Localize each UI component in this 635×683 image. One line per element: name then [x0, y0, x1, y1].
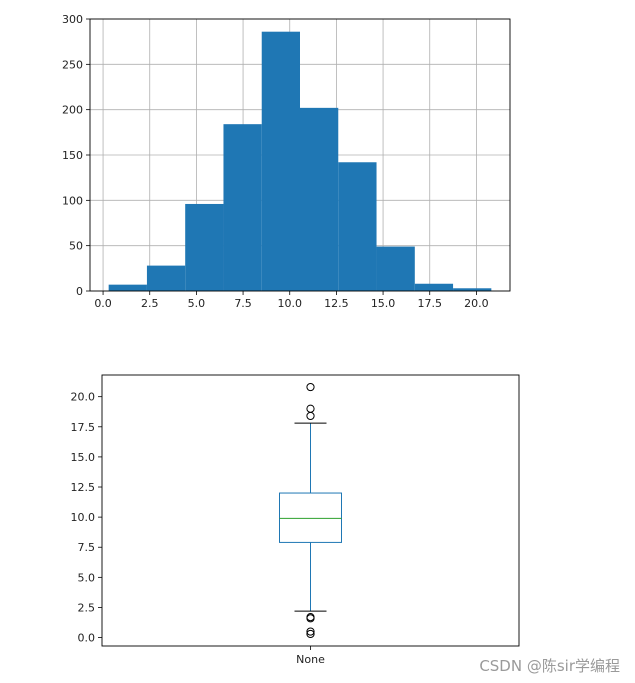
- y-tick-label: 12.5: [71, 481, 96, 494]
- x-tick-label: 5.0: [188, 297, 206, 310]
- y-tick-label: 50: [69, 240, 83, 253]
- y-tick-label: 20.0: [71, 391, 96, 404]
- outlier-point: [306, 627, 315, 636]
- y-tick-label: 0.0: [78, 632, 96, 645]
- y-tick-label: 15.0: [71, 451, 96, 464]
- x-tick-label: 10.0: [277, 297, 302, 310]
- outlier-point: [306, 382, 315, 392]
- histogram-bar: [414, 283, 454, 291]
- outlier-point: [306, 629, 315, 639]
- histogram-bar: [261, 31, 300, 292]
- histogram-bar: [185, 203, 224, 291]
- histogram-bar: [338, 162, 377, 291]
- x-tick-label: 20.0: [464, 297, 489, 310]
- x-tick-label: 0.0: [94, 297, 112, 310]
- boxplot-chart: 0.0 2.5 5.0 7.5 10.0 12.5 15.0 17.5 20.0 None: [71, 374, 520, 666]
- histogram-bar: [146, 265, 186, 291]
- x-tick-label: 15.0: [371, 297, 396, 310]
- histogram-bar: [108, 284, 147, 291]
- outlier-point: [306, 614, 315, 623]
- x-tick-label: 7.5: [234, 297, 252, 310]
- histogram-chart: 0.0 2.5 5.0 7.5 10.0 12.5 15.0 17.5 20.0 0 50 100 15…: [62, 13, 511, 310]
- y-tick-label: 250: [62, 58, 83, 71]
- histogram-bar: [376, 246, 415, 291]
- watermark-text: CSDN @陈sir学编程: [479, 657, 620, 675]
- y-tick-label: 300: [62, 13, 83, 26]
- y-tick-label: 0: [76, 285, 83, 298]
- x-tick-label: 17.5: [417, 297, 442, 310]
- histogram-bar: [223, 124, 262, 291]
- x-tick-label: 2.5: [141, 297, 159, 310]
- y-tick-label: 200: [62, 104, 83, 117]
- histogram-bar: [453, 288, 492, 291]
- y-tick-label: 150: [62, 149, 83, 162]
- histogram-bar: [300, 107, 339, 291]
- x-tick-label: 12.5: [324, 297, 349, 310]
- y-tick-label: 7.5: [78, 541, 96, 554]
- outlier-point: [306, 404, 315, 413]
- box-iqr: [279, 492, 342, 543]
- y-tick-label: 2.5: [78, 601, 96, 614]
- y-tick-label: 100: [62, 194, 83, 207]
- outlier-point: [306, 411, 315, 421]
- y-tick-label: 17.5: [71, 421, 96, 434]
- y-tick-label: 5.0: [78, 571, 96, 584]
- y-tick-label: 10.0: [71, 511, 96, 524]
- x-tick-label: None: [296, 653, 325, 666]
